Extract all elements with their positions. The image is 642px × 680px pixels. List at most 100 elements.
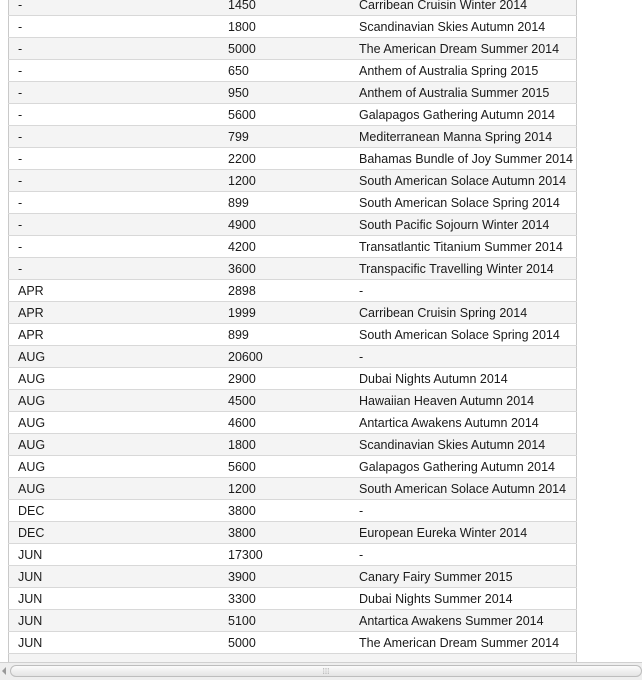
month-cell: - xyxy=(8,0,228,16)
month-cell: - xyxy=(8,59,228,82)
price-cell: 1999 xyxy=(228,301,359,324)
month-cell: - xyxy=(8,103,228,126)
scrollbar-thumb[interactable]: ⁞⁞⁞ xyxy=(10,665,642,677)
cruise-name-cell: - xyxy=(359,543,577,566)
cruise-name-cell: Transatlantic Titanium Summer 2014 xyxy=(359,235,577,258)
cruise-name-cell: South American Solace Spring 2014 xyxy=(359,191,577,214)
month-cell: JUN xyxy=(8,543,228,566)
cruise-name-cell: Scandinavian Skies Autumn 2014 xyxy=(359,15,577,38)
table-row: JUN 3300 Dubai Nights Summer 2014 xyxy=(8,587,577,610)
month-cell: - xyxy=(8,147,228,170)
month-cell: - xyxy=(8,37,228,60)
price-cell: 20600 xyxy=(228,345,359,368)
price-cell: 5600 xyxy=(228,455,359,478)
scrollbar-grip-icon: ⁞⁞⁞ xyxy=(322,667,330,676)
price-cell: 4600 xyxy=(228,411,359,434)
table-row: AUG 5600 Galapagos Gathering Autumn 2014 xyxy=(8,455,577,478)
month-cell: JUN xyxy=(8,587,228,610)
table-row: AUG 4600 Antartica Awakens Autumn 2014 xyxy=(8,411,577,434)
scroll-left-arrow-icon[interactable] xyxy=(2,667,6,675)
month-cell: JUN xyxy=(8,565,228,588)
month-cell: AUG xyxy=(8,389,228,412)
table-row: -3600 Transpacific Travelling Winter 2014 xyxy=(8,257,577,280)
month-cell: AUG xyxy=(8,367,228,390)
table-row: -1800 Scandinavian Skies Autumn 2014 xyxy=(8,15,577,38)
price-cell: 3800 xyxy=(228,499,359,522)
cruise-name-cell: Scandinavian Skies Autumn 2014 xyxy=(359,433,577,456)
cruise-name-cell: - xyxy=(359,279,577,302)
price-cell: 5000 xyxy=(228,631,359,654)
cruise-name-cell: Galapagos Gathering Autumn 2014 xyxy=(359,103,577,126)
price-cell: 3800 xyxy=(228,521,359,544)
month-cell: - xyxy=(8,213,228,236)
month-cell: APR xyxy=(8,301,228,324)
cruise-name-cell: The American Dream Summer 2014 xyxy=(359,631,577,654)
price-cell: 899 xyxy=(228,191,359,214)
price-cell: 3300 xyxy=(228,587,359,610)
month-cell: AUG xyxy=(8,411,228,434)
cruise-name-cell: European Eureka Winter 2014 xyxy=(359,521,577,544)
price-cell: 17300 xyxy=(228,543,359,566)
month-cell: - xyxy=(8,15,228,38)
table-row: AUG 2900 Dubai Nights Autumn 2014 xyxy=(8,367,577,390)
results-viewport: -1450 Carribean Cruisin Winter 2014-1800 S… xyxy=(8,0,577,662)
table-row: -950 Anthem of Australia Summer 2015 xyxy=(8,81,577,104)
price-cell: 1800 xyxy=(228,15,359,38)
price-cell: 950 xyxy=(228,81,359,104)
price-cell: 4200 xyxy=(228,235,359,258)
table-row: -2200 Bahamas Bundle of Joy Summer 2014 xyxy=(8,147,577,170)
table-row: APR 2898- xyxy=(8,279,577,302)
table-row: -5000 The American Dream Summer 2014 xyxy=(8,37,577,60)
cruise-name-cell: Dubai Nights Summer 2014 xyxy=(359,587,577,610)
month-cell: - xyxy=(8,81,228,104)
price-cell: 899 xyxy=(228,323,359,346)
price-cell: 799 xyxy=(228,125,359,148)
month-cell: AUG xyxy=(8,455,228,478)
month-cell: - xyxy=(8,257,228,280)
horizontal-scrollbar[interactable]: ⁞⁞⁞ xyxy=(0,662,642,680)
price-cell: 2900 xyxy=(228,367,359,390)
cruise-name-cell: Carribean Cruisin Spring 2014 xyxy=(359,301,577,324)
month-cell: AUG xyxy=(8,477,228,500)
table-row: -1200 South American Solace Autumn 2014 xyxy=(8,169,577,192)
table-row: -899 South American Solace Spring 2014 xyxy=(8,191,577,214)
price-cell: 1200 xyxy=(228,477,359,500)
table-row: AUG 20600- xyxy=(8,345,577,368)
cruise-name-cell: Canary Fairy Summer 2015 xyxy=(359,565,577,588)
month-cell: JUN xyxy=(8,609,228,632)
month-cell xyxy=(8,653,228,662)
price-cell: 1200 xyxy=(228,169,359,192)
month-cell: APR xyxy=(8,279,228,302)
price-cell: 5000 xyxy=(228,37,359,60)
table-row: AUG 1200 South American Solace Autumn 2014 xyxy=(8,477,577,500)
cruise-name-cell: Bahamas Bundle of Joy Summer 2014 xyxy=(359,147,577,170)
cruise-name-cell: Transpacific Travelling Winter 2014 xyxy=(359,257,577,280)
month-cell: - xyxy=(8,235,228,258)
cruise-name-cell: Galapagos Gathering Autumn 2014 xyxy=(359,455,577,478)
table-row: -4900 South Pacific Sojourn Winter 2014 xyxy=(8,213,577,236)
price-cell: 4500 xyxy=(228,389,359,412)
cruise-name-cell: - xyxy=(359,499,577,522)
month-cell: - xyxy=(8,191,228,214)
cruise-name-cell: The American Dream Summer 2014 xyxy=(359,37,577,60)
cruise-name-cell: Anthem of Australia Spring 2015 xyxy=(359,59,577,82)
price-cell: 650 xyxy=(228,59,359,82)
table-row: JUN 5000 The American Dream Summer 2014 xyxy=(8,631,577,654)
table-row: APR 1999 Carribean Cruisin Spring 2014 xyxy=(8,301,577,324)
month-cell: JUN xyxy=(8,631,228,654)
month-cell: - xyxy=(8,125,228,148)
cruise-name-cell: South Pacific Sojourn Winter 2014 xyxy=(359,213,577,236)
table-row: JUN 5100 Antartica Awakens Summer 2014 xyxy=(8,609,577,632)
cruise-name-cell: South American Solace Autumn 2014 xyxy=(359,169,577,192)
price-cell: 1800 xyxy=(228,433,359,456)
table-row: -799 Mediterranean Manna Spring 2014 xyxy=(8,125,577,148)
cruise-name-cell: Carribean Cruisin Winter 2014 xyxy=(359,0,577,16)
cruise-name-cell xyxy=(359,653,577,662)
price-cell: 5100 xyxy=(228,609,359,632)
price-cell xyxy=(228,653,359,662)
month-cell: - xyxy=(8,169,228,192)
table-row: -4200 Transatlantic Titanium Summer 2014 xyxy=(8,235,577,258)
cruise-name-cell: Mediterranean Manna Spring 2014 xyxy=(359,125,577,148)
cruise-name-cell: Hawaiian Heaven Autumn 2014 xyxy=(359,389,577,412)
table-row: DEC 3800- xyxy=(8,499,577,522)
